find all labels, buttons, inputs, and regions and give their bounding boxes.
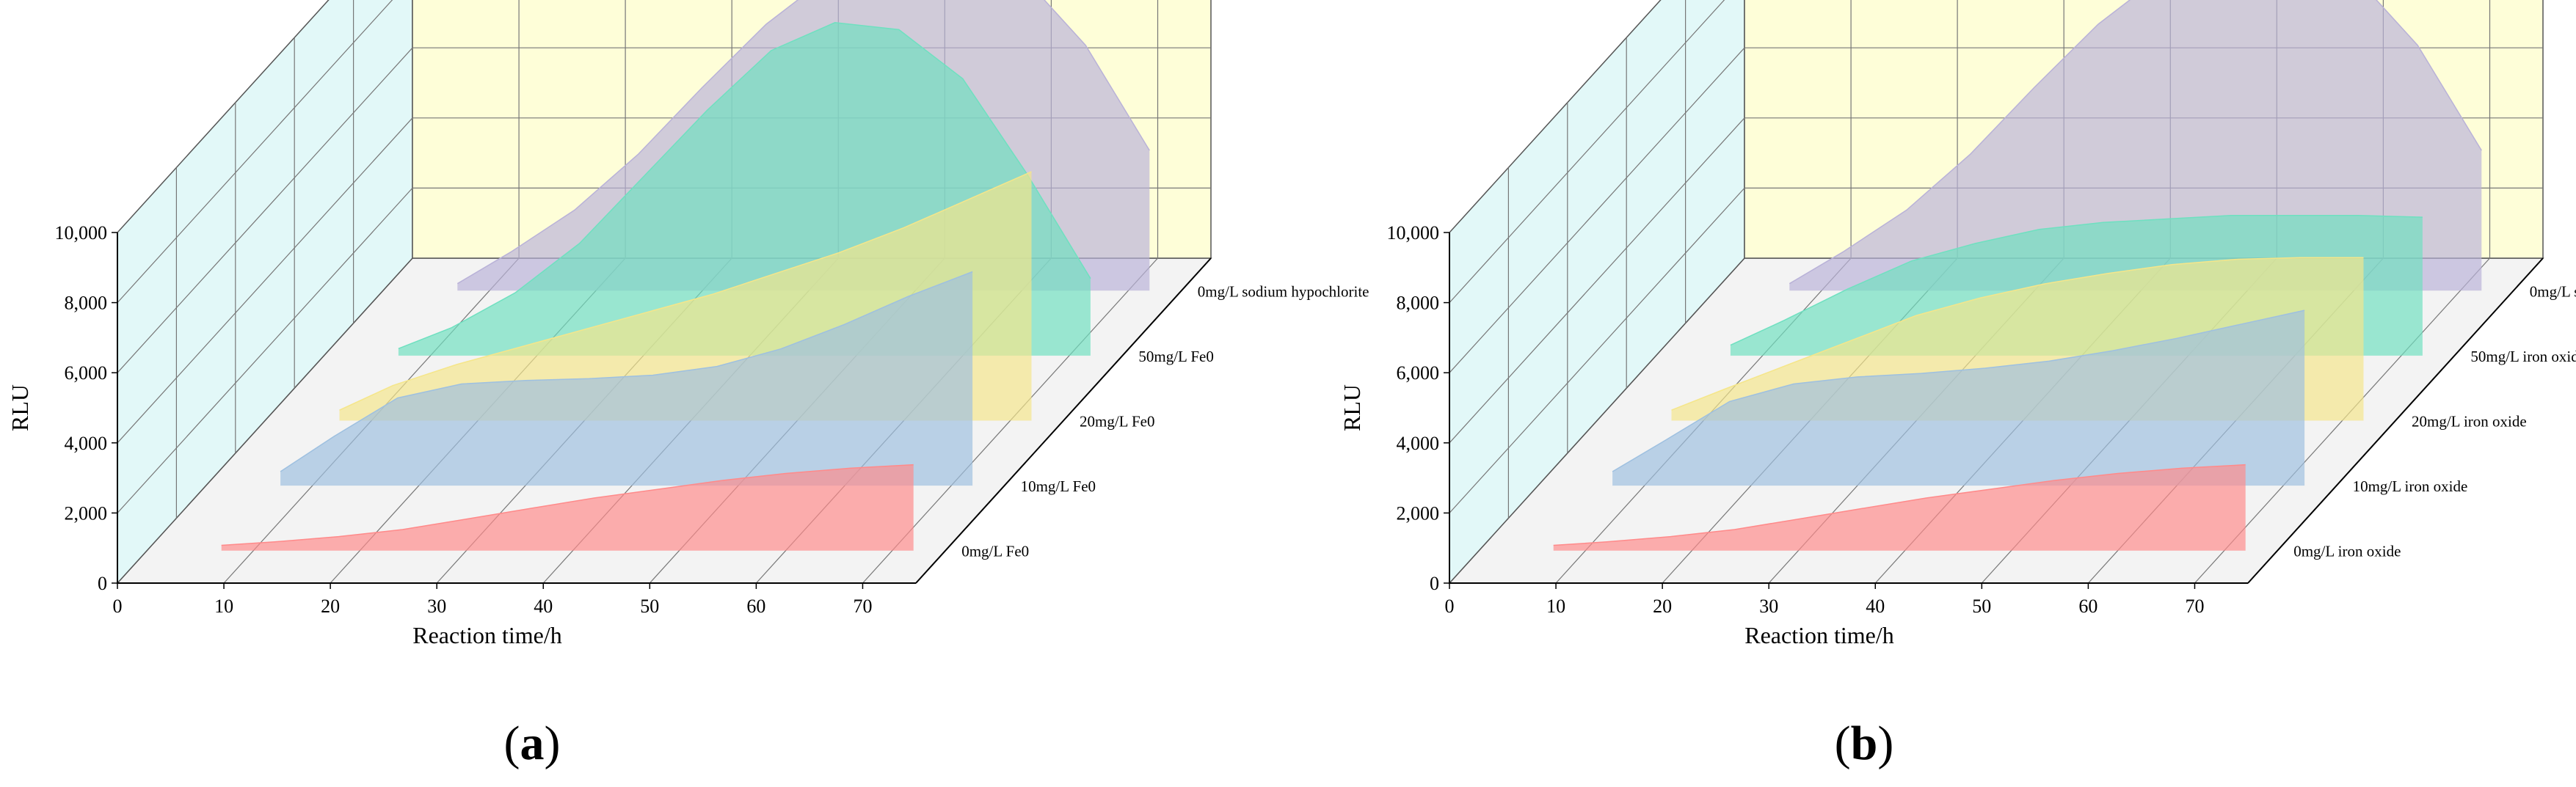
panel-label-open: ( bbox=[504, 717, 520, 770]
panel-label-close: ) bbox=[1877, 717, 1893, 770]
series-area-0 bbox=[1553, 464, 2246, 551]
y-axis-title: RLU bbox=[1339, 384, 1365, 431]
x-tick-label: 10 bbox=[1546, 596, 1565, 617]
y-tick-label: 6,000 bbox=[1397, 362, 1440, 384]
depth-axis bbox=[915, 257, 1212, 584]
y-tick-label: 6,000 bbox=[65, 362, 108, 384]
side-gridline bbox=[117, 47, 413, 373]
panel-label-close: ) bbox=[545, 717, 561, 770]
side-gridline bbox=[117, 0, 393, 304]
y-tick-label: 0 bbox=[98, 573, 107, 594]
x-tick-label: 30 bbox=[427, 596, 446, 617]
x-tick-label: 60 bbox=[2078, 596, 2097, 617]
panel-label: (a) bbox=[504, 717, 561, 770]
x-tick-label: 30 bbox=[1759, 596, 1778, 617]
series-label-1: 10mg/L iron oxide bbox=[2353, 477, 2468, 495]
x-tick-label: 70 bbox=[2186, 596, 2205, 617]
series-line-1 bbox=[280, 271, 973, 472]
x-tick-label: 20 bbox=[321, 596, 340, 617]
y-tick-label: 8,000 bbox=[1397, 293, 1440, 314]
side-gridline bbox=[1449, 0, 1725, 304]
x-axis-title: Reaction time/h bbox=[1744, 622, 1894, 648]
x-tick-label: 20 bbox=[1653, 596, 1672, 617]
series-label-0: 0mg/L iron oxide bbox=[2293, 543, 2401, 560]
series-area-1 bbox=[1612, 310, 2305, 486]
y-tick-label: 2,000 bbox=[65, 502, 108, 524]
depth-axis bbox=[2247, 257, 2544, 584]
series-label-3: 50mg/L Fe0 bbox=[1138, 348, 1213, 365]
series-label-4: 0mg/L sodium hypochlorite bbox=[2530, 282, 2576, 300]
panel-label-letter: a bbox=[520, 717, 545, 770]
panel-label-letter: b bbox=[1851, 717, 1878, 770]
series-label-3: 50mg/L iron oxide bbox=[2470, 348, 2576, 365]
series-line-3 bbox=[1730, 214, 2423, 346]
x-tick-label: 40 bbox=[534, 596, 553, 617]
y-tick-label: 8,000 bbox=[65, 293, 108, 314]
series-label-0: 0mg/L Fe0 bbox=[961, 543, 1029, 560]
y-tick-label: 4,000 bbox=[1397, 433, 1440, 454]
x-tick-label: 60 bbox=[746, 596, 765, 617]
series-line-0 bbox=[1553, 464, 2246, 546]
x-tick-label: 0 bbox=[1445, 596, 1455, 617]
series-line-3 bbox=[398, 22, 1091, 349]
series-label-2: 20mg/L iron oxide bbox=[2412, 413, 2527, 431]
side-gridline bbox=[117, 117, 413, 444]
chart-panel-b: 0 10 20 30 40 50 60 70 0 2,000 4,000 6,000 8,000 10,0… bbox=[1339, 0, 2576, 770]
y-tick-label: 10,000 bbox=[1387, 222, 1440, 244]
panel-label-open: ( bbox=[1835, 717, 1851, 770]
series-area-0 bbox=[221, 464, 914, 551]
side-gridline bbox=[1449, 47, 1745, 373]
x-tick-label: 40 bbox=[1866, 596, 1885, 617]
y-tick-label: 0 bbox=[1430, 573, 1439, 594]
x-tick-label: 50 bbox=[640, 596, 659, 617]
series-line-2 bbox=[1671, 257, 2364, 411]
x-tick-label: 50 bbox=[1972, 596, 1991, 617]
y-tick-label: 10,000 bbox=[55, 222, 108, 244]
y-tick-label: 4,000 bbox=[65, 433, 108, 454]
series-line-0 bbox=[221, 464, 914, 546]
chart-panel-a: 0 10 20 30 40 50 60 70 0 2,000 4,000 6,000 8,000 10,0… bbox=[7, 0, 1369, 770]
y-axis-title: RLU bbox=[7, 384, 33, 431]
series-label-2: 20mg/L Fe0 bbox=[1080, 413, 1154, 431]
series-line-2 bbox=[339, 171, 1032, 411]
side-gridline bbox=[1449, 117, 1745, 444]
series-label-1: 10mg/L Fe0 bbox=[1021, 477, 1096, 495]
series-line-1 bbox=[1612, 310, 2305, 472]
series-line-4 bbox=[456, 0, 1150, 285]
side-gridline bbox=[117, 187, 413, 513]
x-tick-label: 70 bbox=[854, 596, 873, 617]
series-area-1 bbox=[280, 271, 973, 486]
series-label-4: 0mg/L sodium hypochlorite bbox=[1198, 282, 1369, 300]
x-axis-title: Reaction time/h bbox=[412, 622, 562, 648]
x-tick-label: 0 bbox=[113, 596, 123, 617]
series-line-4 bbox=[1789, 0, 2482, 285]
y-tick-label: 2,000 bbox=[1397, 502, 1440, 524]
side-gridline bbox=[1449, 187, 1745, 513]
panel-label: (b) bbox=[1835, 717, 1894, 770]
x-tick-label: 10 bbox=[214, 596, 233, 617]
